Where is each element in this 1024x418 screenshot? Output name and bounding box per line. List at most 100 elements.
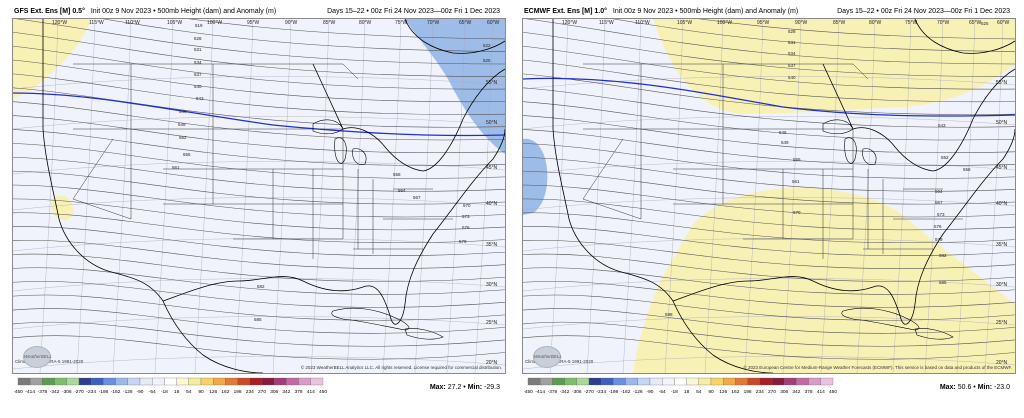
contour-label: 579 [459, 239, 467, 244]
contour-label: 570 [463, 203, 471, 208]
contour-label: 537 [194, 72, 202, 77]
colorbar-swatch [17, 377, 31, 386]
colorbar-swatch [735, 377, 748, 386]
latitude-label: 50°N [996, 120, 1008, 126]
caribbean-islands [331, 307, 444, 340]
height-contours [13, 19, 505, 360]
contour-label: 567 [935, 200, 943, 205]
colorbar-tick-label: -306 [572, 389, 582, 395]
latitude-label: 40°N [996, 201, 1008, 207]
colorbar-tick-label: -342 [50, 389, 60, 395]
longitude-label: 85°W [323, 20, 336, 26]
colorbar-tick-label: -162 [621, 389, 631, 395]
colorbar-tick-label: -450 [524, 389, 533, 395]
colorbar-swatch [115, 377, 128, 386]
max-min-stats: Max: 27.2 • Min: -29.3 [429, 384, 500, 391]
colorbar-swatch [674, 377, 687, 386]
latitude-label: 35°N [486, 242, 498, 248]
contour-label: 573 [937, 212, 945, 217]
colorbar-tick-label: 378 [295, 389, 303, 395]
colorbar-tick-label: 342 [792, 389, 800, 395]
longitude-label: 80°W [359, 20, 372, 26]
contour-label: 525 [981, 21, 989, 26]
colorbar-swatch [552, 377, 565, 386]
copyright-note: © 2023 WeatherBELL Analytics LLC. All ri… [300, 365, 502, 370]
colorbar-tick-label: 90 [708, 389, 714, 395]
colorbar-swatch [225, 377, 238, 386]
colorbar-swatch [759, 377, 773, 386]
contour-label: 522 [483, 43, 491, 48]
colorbar-swatch [723, 377, 736, 386]
contour-label: 519 [195, 23, 203, 28]
panel-header: ECMWF Ext. Ens [M] 1.0° Init 00z 9 Nov 2… [524, 6, 1012, 18]
colorbar-tick-label: 126 [209, 389, 217, 395]
contour-label: 558 [393, 172, 401, 177]
colorbar-tick-label: -270 [584, 389, 594, 395]
colorbar-swatch [710, 377, 724, 386]
max-min-stats: Max: 50.6 • Min: -23.0 [939, 384, 1010, 391]
anomaly-area-0 [13, 19, 91, 99]
longitude-label: 115°W [89, 20, 104, 26]
colorbar-tick-label: -18 [671, 389, 678, 395]
contour-label: 552 [179, 135, 187, 140]
longitude-label: 115°W [599, 20, 614, 26]
colorbar-swatch [698, 377, 712, 386]
graticule [523, 19, 1015, 373]
contour-label: 570 [793, 210, 801, 215]
longitude-label: 70°W [937, 20, 950, 26]
colorbar-tick-label: -414 [535, 389, 545, 395]
min-label: Min: [977, 384, 993, 391]
longitude-label: 60°W [487, 20, 500, 26]
colorbar-tick-label: 90 [198, 389, 204, 395]
colorbar-swatch [103, 377, 116, 386]
colorbar-tick-label: 306 [780, 389, 788, 395]
longitude-label: 60°W [997, 20, 1010, 26]
colorbar-tick-label: -18 [161, 389, 168, 395]
latitude-label: 55°N [996, 80, 1008, 86]
colorbar-swatch [820, 377, 834, 386]
latitude-label: 30°N [486, 282, 498, 288]
contour-label: 576 [934, 224, 942, 229]
colorbar-tick-label: -198 [99, 389, 109, 395]
longitude-label: 95°W [247, 20, 260, 26]
colorbar-swatch [152, 377, 165, 386]
contour-label: 543 [196, 96, 204, 101]
longitude-label: 90°W [795, 20, 808, 26]
anomaly-map: 519 522 525 528 531 534 537 540 543 546 549 552 555 5… [12, 18, 506, 374]
contour-label: 525 [483, 58, 491, 63]
longitude-label: 110°W [125, 20, 140, 26]
panel-header: GFS Ext. Ens [M] 0.5° Init 00z 9 Nov 202… [14, 6, 502, 18]
contour-label: 555 [183, 152, 191, 157]
longitude-label: 65°W [969, 20, 982, 26]
colorbar-swatch [30, 377, 43, 386]
contour-label: 528 [194, 36, 202, 41]
contour-label: 546 [779, 130, 787, 135]
valid-period: Days 15–22 • 00z Fri 24 Nov 2023—00z Fri… [327, 8, 500, 15]
contour-label: 552 [941, 155, 949, 160]
colorbar-swatch [249, 377, 263, 386]
coastline [42, 19, 505, 373]
colorbar-swatch [662, 377, 675, 386]
great-lakes [312, 119, 367, 165]
colorbar-tick-label: 234 [756, 389, 764, 395]
colorbar-tick-label: 414 [307, 389, 315, 395]
colorbar-tick-label: -90 [137, 389, 144, 395]
colorbar-tick-label: 198 [234, 389, 242, 395]
caribbean-islands [841, 307, 954, 340]
colorbar-swatch [686, 377, 699, 386]
contour-label: 528 [788, 29, 796, 34]
colorbar-swatch [564, 377, 577, 386]
map-canvas: 525 528 531 534 537 540 543 546 549 552 555 558 561 5… [523, 19, 1015, 373]
height-contours [523, 19, 1015, 360]
colorbar-swatch [139, 377, 153, 386]
colorbar-tick-label: 234 [246, 389, 254, 395]
valid-period: Days 15–22 • 00z Fri 24 Nov 2023—00z Fri… [837, 8, 1010, 15]
colorbar-swatch [808, 377, 821, 386]
max-value: 50.6 [957, 384, 972, 391]
colorbar-tick-label: -54 [659, 389, 666, 395]
colorbar-tick-label: 18 [684, 389, 690, 395]
longitude-label: 120°W [52, 20, 67, 26]
colorbar-swatch [176, 377, 189, 386]
colorbar-swatch [298, 377, 311, 386]
colorbar-swatch [747, 377, 760, 386]
